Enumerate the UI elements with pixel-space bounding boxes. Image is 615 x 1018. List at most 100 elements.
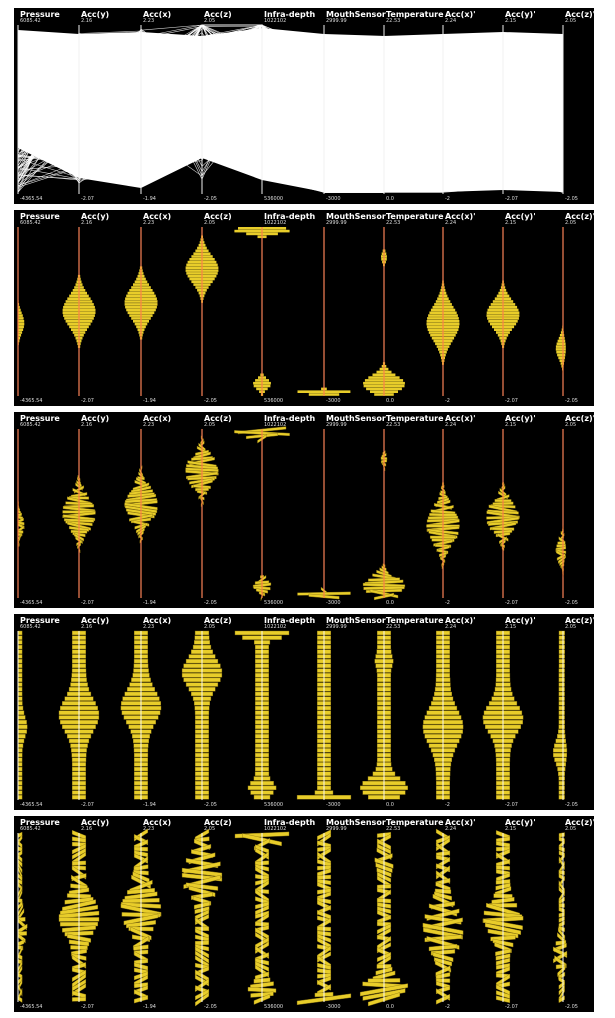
bin — [17, 644, 23, 650]
bin — [17, 659, 23, 664]
axis-min-label: 0.0 — [386, 398, 394, 404]
bin — [555, 738, 566, 744]
axis-max-label: 2.24 — [445, 220, 457, 226]
panel-large-bins-svg — [17, 630, 568, 800]
bin — [18, 334, 22, 337]
bin — [558, 724, 565, 730]
bin — [17, 795, 23, 800]
panel-histogram: Pressure 6085.42 -4365.54 Acc(y) 2.16 -2.07 Ac… — [14, 210, 594, 406]
bin — [17, 995, 23, 1003]
axis-min-label: -2.05 — [565, 398, 578, 404]
bin — [17, 677, 23, 683]
axis-min-label: -2.05 — [204, 1004, 217, 1010]
bin — [558, 790, 565, 795]
bin — [17, 710, 25, 715]
axis-name: Acc(x)' — [445, 616, 476, 625]
axis-max-label: 2.05 — [204, 422, 216, 428]
bin — [17, 529, 24, 534]
axis-max-label: 2.23 — [143, 18, 155, 24]
bin — [17, 701, 23, 706]
bin — [18, 336, 21, 340]
bin — [558, 719, 565, 725]
bin — [17, 630, 23, 636]
axis-bins — [553, 630, 568, 800]
bin — [17, 705, 24, 711]
axis-name: Temperature — [386, 818, 444, 827]
axis-max-label: 2.05 — [204, 18, 216, 24]
axis-name: Acc(x) — [143, 616, 172, 625]
axis-min-label: -2.07 — [505, 398, 518, 404]
axis-min-label: -2.07 — [81, 398, 94, 404]
bin — [557, 734, 566, 739]
axis-max-label: 2.23 — [143, 624, 155, 630]
axis-bins — [555, 525, 567, 578]
bin — [17, 790, 23, 795]
bin — [17, 691, 23, 697]
axis-max-label: 2.24 — [445, 826, 457, 832]
axis-min-label: 536000 — [264, 600, 284, 606]
axis-min-label: -2 — [445, 196, 450, 202]
panel-lines: Pressure 6085.42 -4365.54 Acc(y) 2.16 -2.07 Ac… — [14, 8, 594, 204]
bin — [558, 356, 565, 360]
axis-min-label: -2.05 — [565, 1004, 578, 1010]
axis-name: Infra-depth — [264, 212, 316, 221]
axis-max-label: 2.24 — [445, 624, 457, 630]
axis-name: Infra-depth — [264, 414, 316, 423]
axis-name: Acc(x)' — [445, 818, 476, 827]
bin — [557, 766, 566, 772]
axis-name: Acc(z) — [204, 616, 232, 625]
bin — [553, 748, 568, 753]
bin — [17, 757, 23, 762]
axis-name: Temperature — [386, 10, 444, 19]
axis-min-label: -1.94 — [143, 196, 156, 202]
bin — [18, 322, 25, 326]
bin — [558, 771, 565, 776]
bin — [558, 649, 565, 654]
axis-max-label: 2.15 — [505, 18, 517, 24]
axis-max-label: 2999.99 — [326, 18, 347, 24]
bin — [556, 342, 566, 346]
line-density-area — [18, 28, 563, 192]
bin — [558, 677, 565, 683]
bin — [18, 339, 20, 343]
bin — [558, 795, 565, 800]
axis-max-label: 2.23 — [143, 220, 155, 226]
axis-min-label: -2.07 — [81, 1004, 94, 1010]
axis-max-label: 2.05 — [565, 422, 577, 428]
bin — [558, 659, 565, 664]
bin — [558, 696, 565, 701]
axis-name: MouthSensor — [326, 414, 386, 423]
axis-min-label: -2.07 — [81, 196, 94, 202]
bin — [558, 691, 565, 697]
bin — [18, 320, 25, 323]
bin — [553, 752, 567, 758]
axis-max-label: 2.15 — [505, 624, 517, 630]
bin — [555, 348, 566, 351]
axis-min-label: -4365.54 — [20, 398, 43, 404]
bin — [17, 724, 28, 730]
axis-bins — [17, 630, 28, 800]
axis-min-label: -3000 — [326, 196, 341, 202]
axis-min-label: 536000 — [264, 196, 284, 202]
bin — [17, 748, 23, 753]
axis-max-label: 1022102 — [264, 422, 287, 428]
axis-max-label: 6085.42 — [20, 826, 41, 832]
axis-max-label: 2.15 — [505, 826, 517, 832]
panel-lines-svg — [17, 24, 564, 194]
axis-min-label: -4365.54 — [20, 1004, 43, 1010]
bin — [17, 673, 23, 678]
bin — [557, 541, 566, 545]
axis-name: Acc(y)' — [505, 616, 536, 625]
bin — [555, 762, 566, 767]
axis-max-label: 2999.99 — [326, 624, 347, 630]
axis-min-label: -2.05 — [204, 398, 217, 404]
axis-max-label: 22.53 — [386, 18, 401, 24]
axis-name: Acc(x) — [143, 10, 172, 19]
axis-name: Temperature — [386, 212, 444, 221]
axis-max-label: 2.05 — [204, 220, 216, 226]
axis-max-label: 2.23 — [143, 422, 155, 428]
axis-max-label: 2.05 — [565, 624, 577, 630]
axis-min-label: -4365.54 — [20, 802, 43, 808]
bin — [17, 776, 23, 781]
axis-name: Acc(y)' — [505, 10, 536, 19]
